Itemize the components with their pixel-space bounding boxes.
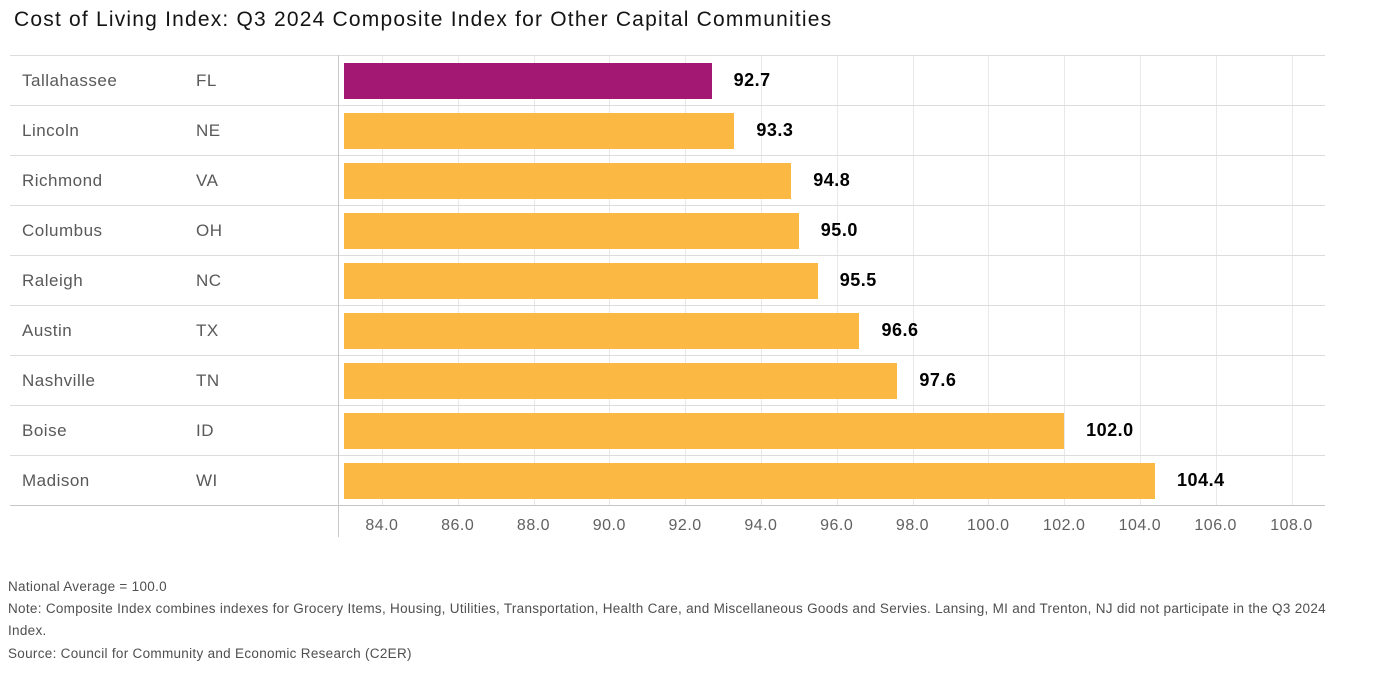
national-average-note: National Average = 100.0: [8, 579, 167, 594]
value-bar: [344, 63, 712, 99]
value-label: 104.4: [1177, 470, 1225, 490]
city-label: Raleigh: [22, 271, 84, 290]
city-label: Austin: [22, 321, 73, 340]
bar-chart: Tallahassee FL 92.7 Lincoln NE 93.3 Rich…: [10, 55, 1325, 537]
table-row: Columbus OH 95.0: [10, 205, 1325, 255]
table-row: Madison WI 104.4: [10, 455, 1325, 505]
city-label: Lincoln: [22, 121, 80, 140]
gridline: [1064, 55, 1066, 505]
x-tick-label: 102.0: [1042, 517, 1086, 534]
gridline: [912, 55, 914, 505]
state-label: NE: [196, 121, 221, 140]
value-label: 102.0: [1086, 420, 1134, 440]
gridline: [1215, 55, 1217, 505]
city-label: Madison: [22, 471, 90, 490]
value-label: 95.0: [820, 220, 858, 240]
x-tick-label: 86.0: [441, 517, 475, 534]
value-bar: [344, 163, 792, 199]
x-tick-label: 96.0: [820, 517, 854, 534]
x-tick-label: 98.0: [895, 517, 930, 534]
x-tick-label: 108.0: [1270, 517, 1313, 534]
city-label: Tallahassee: [22, 71, 118, 90]
state-label: VA: [196, 171, 219, 190]
value-bar: [344, 363, 898, 399]
x-tick-label: 100.0: [967, 517, 1010, 534]
state-label: WI: [196, 471, 218, 490]
state-label: ID: [196, 421, 214, 440]
value-bar: [344, 413, 1065, 449]
table-row: Boise ID 102.0: [10, 405, 1325, 455]
value-label: 95.5: [839, 270, 877, 290]
x-tick-label: 106.0: [1194, 517, 1237, 534]
state-label: FL: [196, 71, 217, 90]
state-label: TX: [196, 321, 219, 340]
chart-title: Cost of Living Index: Q3 2024 Composite …: [14, 8, 833, 31]
x-tick-label: 88.0: [516, 517, 551, 534]
value-bar: [344, 463, 1156, 499]
city-label: Richmond: [22, 171, 103, 190]
value-bar: [344, 263, 818, 299]
state-label: TN: [196, 371, 220, 390]
chart-rows: Tallahassee FL 92.7 Lincoln NE 93.3 Rich…: [10, 55, 1325, 505]
value-label: 94.8: [813, 170, 851, 190]
x-axis-ticks: 84.0 86.0 88.0 90.0 92.0 94.0 96.0 98.0 100.0 102…: [10, 513, 1325, 539]
state-label: OH: [196, 221, 223, 240]
table-row: Nashville TN 97.6: [10, 355, 1325, 405]
city-label: Columbus: [22, 221, 103, 240]
gridline: [1291, 55, 1293, 505]
value-label: 96.6: [881, 320, 919, 340]
city-label: Nashville: [22, 371, 96, 390]
value-label: 93.3: [756, 120, 794, 140]
value-bar: [344, 313, 860, 349]
source-note: Source: Council for Community and Econom…: [8, 646, 412, 661]
label-plot-divider: [338, 55, 339, 537]
table-row: Lincoln NE 93.3: [10, 105, 1325, 155]
table-row: Austin TX 96.6: [10, 305, 1325, 355]
value-label: 97.6: [919, 370, 957, 390]
x-tick-label: 94.0: [744, 517, 778, 534]
x-axis-line: [10, 505, 1325, 506]
x-tick-label: 104.0: [1118, 517, 1162, 534]
gridline: [836, 55, 838, 505]
table-row: Tallahassee FL 92.7: [10, 55, 1325, 105]
state-label: NC: [196, 271, 222, 290]
city-label: Boise: [22, 421, 68, 440]
x-tick-label: 84.0: [365, 517, 399, 534]
x-tick-label: 92.0: [668, 517, 702, 534]
value-label: 92.7: [733, 70, 771, 90]
x-tick-label: 90.0: [592, 517, 626, 534]
gridline: [1139, 55, 1141, 505]
table-row: Raleigh NC 95.5: [10, 255, 1325, 305]
table-row: Richmond VA 94.8: [10, 155, 1325, 205]
value-bar: [344, 113, 735, 149]
value-bar: [344, 213, 799, 249]
footnotes: National Average = 100.0 Note: Composite…: [8, 576, 1338, 664]
gridline: [988, 55, 990, 505]
composite-index-note: Note: Composite Index combines indexes f…: [8, 601, 1326, 638]
